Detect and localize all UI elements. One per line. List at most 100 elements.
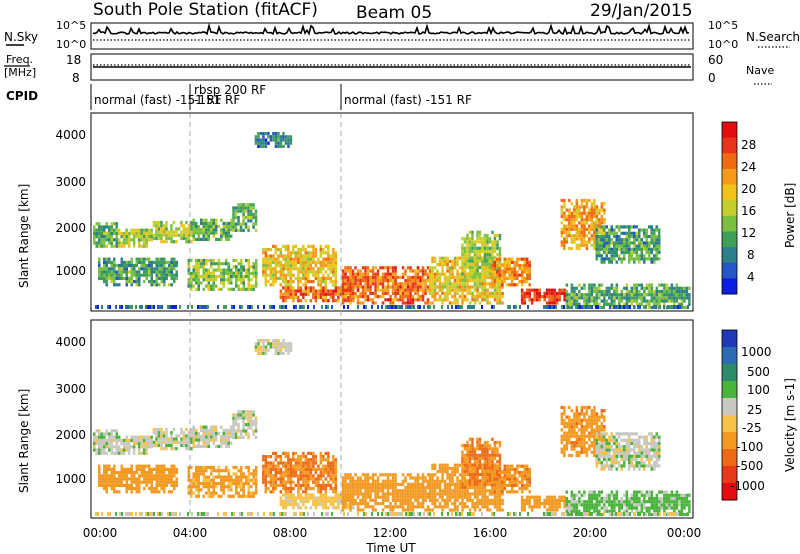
power-echo-cell: [249, 203, 253, 207]
velocity-echo-cell: [351, 479, 355, 483]
power-echo-cell: [103, 273, 106, 277]
power-echo-cell: [299, 260, 303, 264]
power-echo-cell: [334, 292, 338, 296]
power-echo-cell: [232, 274, 235, 279]
power-echo-cell: [110, 267, 113, 271]
velocity-echo-cell: [329, 474, 333, 478]
power-echo-cell: [332, 270, 335, 274]
velocity-echo-cell: [207, 478, 210, 482]
velocity-echo-cell: [274, 345, 278, 349]
power-echo-cell: [648, 286, 651, 290]
velocity-echo-cell: [351, 482, 355, 486]
power-echo-cell: [613, 257, 616, 261]
power-echo-cell: [598, 230, 601, 235]
velocity-echo-cell: [401, 492, 405, 496]
power-echo-cell: [279, 292, 283, 296]
power-echo-cell: [113, 228, 116, 232]
velocity-echo-cell: [292, 455, 295, 459]
power-echo-cell: [424, 282, 427, 286]
power-echo-cell: [568, 293, 571, 297]
velocity-echo-cell: [249, 426, 253, 430]
velocity-echo-cell: [426, 492, 430, 496]
power-echo-cell: [269, 270, 273, 274]
velocity-echo-cell: [431, 476, 434, 480]
power-echo-cell: [329, 289, 333, 293]
colorbar-swatch: [722, 153, 737, 170]
velocity-echo-cell: [334, 471, 338, 475]
velocity-echo-cell: [282, 483, 285, 487]
velocity-echo-cell: [436, 476, 439, 480]
power-echo-cell: [548, 295, 551, 299]
velocity-echo-cell: [441, 470, 444, 474]
power-echo-cell: [110, 238, 113, 242]
power-echo-cell: [613, 231, 616, 235]
power-echo-cell: [633, 299, 636, 303]
velocity-echo-cell: [354, 486, 357, 490]
power-echo-cell: [590, 299, 594, 303]
velocity-echo-cell: [332, 502, 335, 507]
power-echo-cell: [297, 257, 300, 261]
velocity-echo-cell: [314, 496, 318, 500]
power-echo-cell: [307, 254, 310, 258]
power-echo-cell: [628, 241, 631, 245]
velocity-echo-cell: [267, 467, 270, 471]
power-echo-cell: [302, 273, 305, 277]
velocity-echo-cell: [436, 492, 439, 496]
velocity-echo-cell: [394, 505, 397, 509]
power-echo-cell: [105, 231, 108, 235]
power-echo-cell: [173, 305, 175, 309]
power-echo-cell: [416, 266, 420, 270]
velocity-echo-cell: [108, 445, 111, 449]
power-echo-cell: [170, 270, 173, 274]
power-echo-cell: [391, 275, 395, 279]
power-echo-cell: [329, 260, 333, 264]
velocity-echo-cell: [192, 428, 195, 432]
power-echo-cell: [473, 295, 477, 299]
power-echo-cell: [282, 132, 285, 136]
velocity-echo-cell: [160, 477, 163, 481]
power-echo-cell: [187, 268, 190, 272]
power-echo-cell: [351, 269, 355, 273]
power-echo-cell: [643, 247, 646, 251]
figure-title: South Pole Station (fitACF): [93, 0, 318, 20]
power-echo-cell: [125, 283, 128, 287]
power-echo-cell: [255, 262, 258, 266]
power-echo-cell: [132, 228, 136, 232]
power-echo-cell: [421, 282, 425, 286]
power-echo-cell: [658, 293, 661, 297]
power-echo-cell: [438, 256, 442, 260]
velocity-echo-cell: [127, 445, 131, 449]
velocity-echo-cell: [239, 413, 243, 417]
power-echo-cell: [163, 264, 166, 268]
power-echo-cell: [250, 284, 253, 288]
velocity-echo-cell: [110, 451, 113, 455]
velocity-echo-cell: [98, 483, 101, 487]
velocity-echo-cell: [192, 472, 195, 476]
velocity-echo-cell: [205, 469, 208, 473]
power-echo-cell: [237, 278, 240, 282]
power-echo-cell: [503, 280, 506, 284]
power-echo-cell: [279, 283, 283, 287]
power-echo-cell: [277, 132, 280, 136]
power-echo-cell: [633, 257, 636, 261]
power-echo-cell: [578, 237, 581, 241]
velocity-echo-cell: [416, 489, 420, 493]
power-echo-cell: [416, 269, 420, 273]
power-echo-cell: [202, 274, 205, 279]
power-echo-cell: [163, 267, 166, 271]
velocity-echo-cell: [332, 455, 335, 459]
power-echo-cell: [603, 257, 606, 261]
power-echo-cell: [374, 295, 377, 299]
power-echo-cell: [359, 285, 362, 289]
power-echo-cell: [473, 272, 477, 276]
power-echo-cell: [93, 228, 96, 232]
velocity-echo-cell: [287, 455, 290, 459]
velocity-echo-cell: [145, 464, 148, 468]
power-echo-cell: [349, 269, 352, 273]
velocity-echo-cell: [374, 498, 377, 502]
power-echo-cell: [234, 206, 238, 210]
velocity-echo-cell: [152, 431, 156, 435]
power-echo-cell: [655, 289, 659, 294]
power-echo-cell: [240, 268, 243, 272]
velocity-echo-cell: [192, 438, 195, 442]
